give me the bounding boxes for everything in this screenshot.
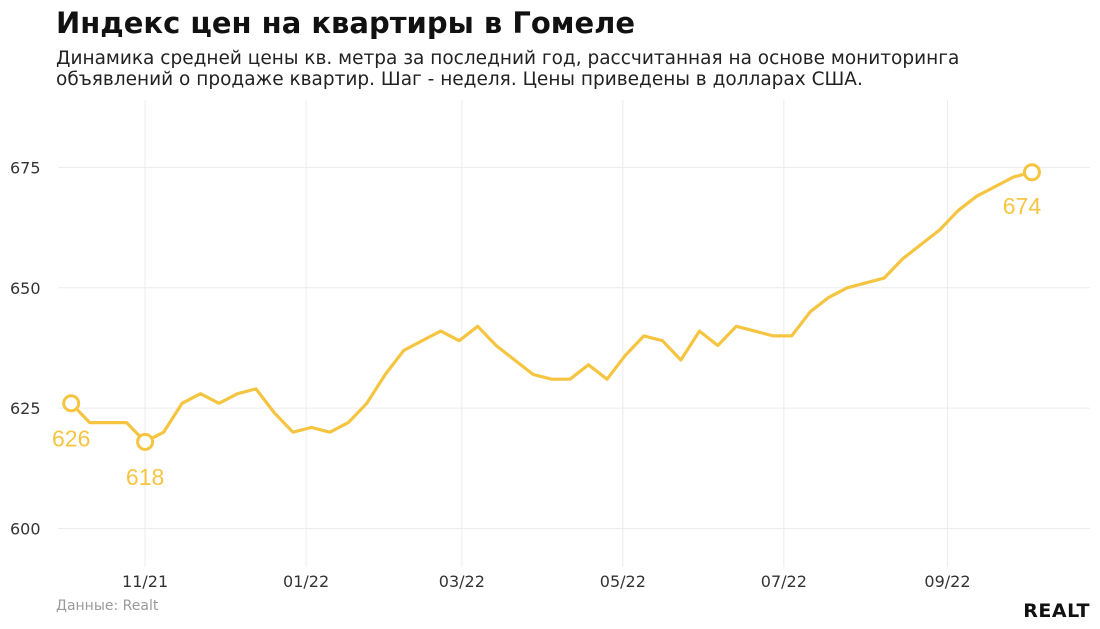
y-axis-tick-labels: 600 625 650 675 [10, 158, 41, 538]
x-gridlines [144, 100, 948, 567]
annotation-label: 618 [126, 464, 164, 490]
y-tick-label: 625 [10, 399, 41, 418]
x-tick-label: 09/22 [924, 572, 970, 591]
price-index-line [69, 170, 1034, 444]
y-tick-label: 650 [10, 279, 41, 298]
x-tick-label: 01/22 [283, 572, 329, 591]
x-tick-label: 11/21 [122, 572, 168, 591]
y-gridlines [58, 166, 1090, 529]
y-tick-label: 600 [10, 519, 41, 538]
x-tick-label: 05/22 [600, 572, 646, 591]
x-tick-label: 07/22 [761, 572, 807, 591]
x-axis-tick-labels: 11/21 01/22 03/22 05/22 07/22 09/22 [122, 572, 970, 591]
annotation-marker [62, 394, 81, 413]
data-source: Данные: Realt [56, 598, 159, 614]
annotation-label: 626 [52, 425, 90, 451]
point-annotations: 626 618 674 [52, 163, 1042, 490]
annotation-label: 674 [1003, 193, 1042, 219]
realt-logo: REALT [1023, 600, 1090, 622]
y-tick-label: 675 [10, 158, 41, 177]
x-tick-label: 03/22 [439, 572, 485, 591]
chart-subtitle: Динамика средней цены кв. метра за после… [56, 48, 960, 90]
annotation-marker [1022, 163, 1041, 182]
annotation-marker [136, 432, 155, 451]
chart-title: Индекс цен на квартиры в Гомеле [56, 6, 636, 40]
